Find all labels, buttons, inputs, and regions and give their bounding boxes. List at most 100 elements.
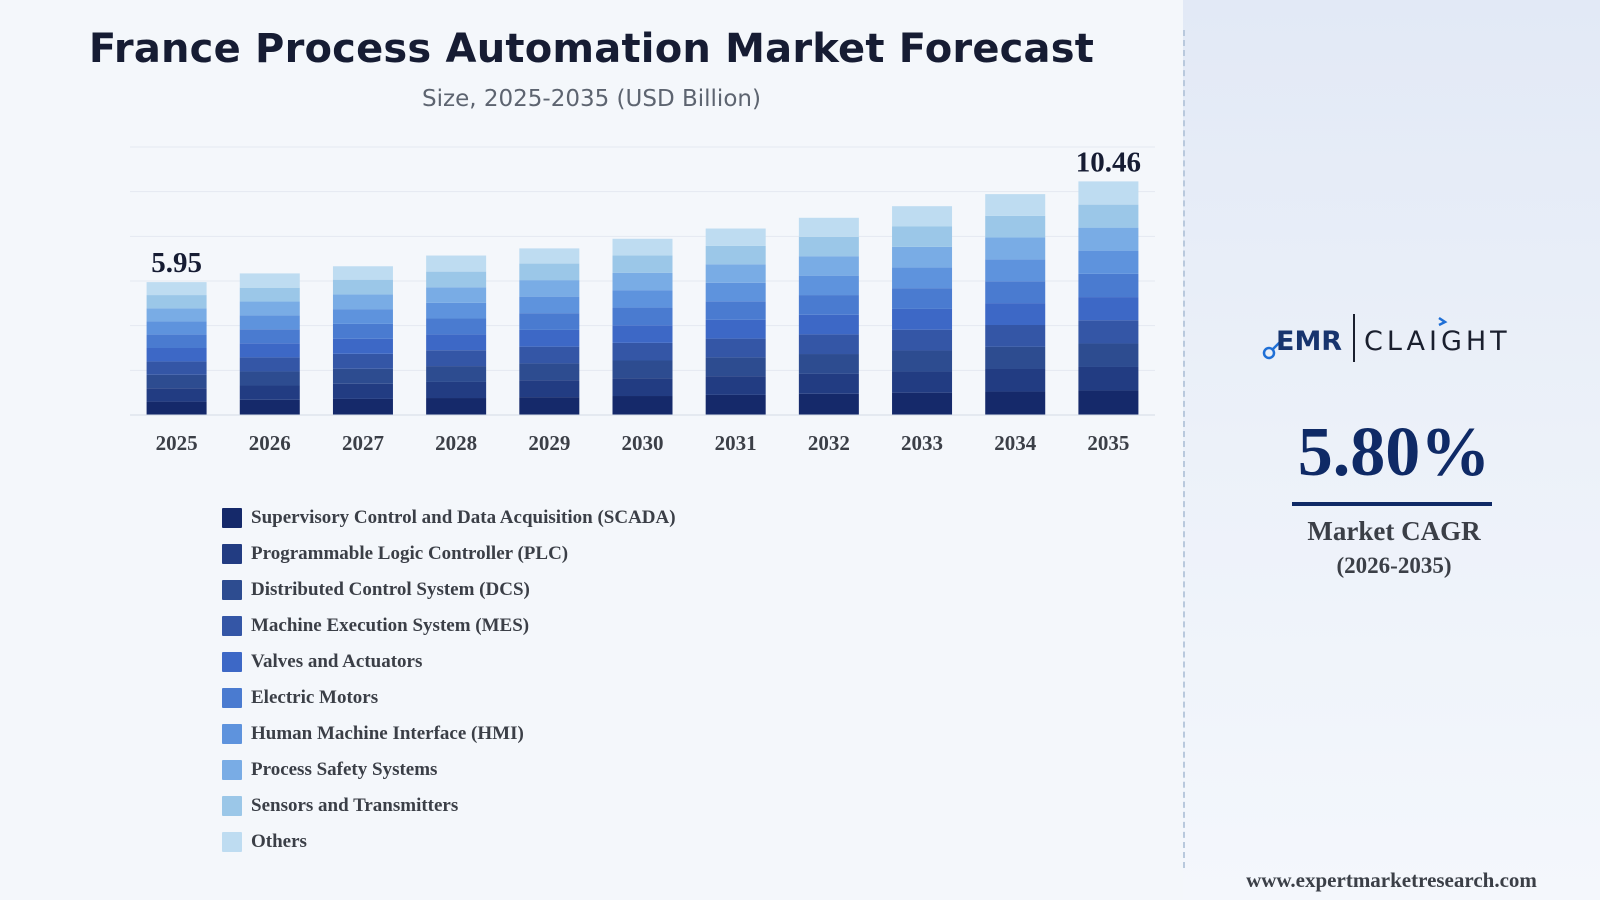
legend-swatch	[222, 832, 242, 852]
bar-segment	[798, 314, 859, 335]
bar-segment	[519, 346, 580, 364]
bar-segment	[705, 264, 766, 283]
x-tick-label: 2025	[156, 431, 198, 455]
bar-segment	[426, 381, 487, 399]
bar-segment	[239, 399, 300, 415]
bar-segment	[892, 392, 953, 415]
bar-segment	[798, 256, 859, 276]
bar-segment	[332, 309, 393, 324]
bar-segment	[1078, 227, 1139, 251]
bar-segment	[1078, 273, 1139, 298]
bar-stack-2032	[798, 217, 859, 415]
total-data-label: 10.46	[1076, 146, 1141, 178]
legend-item: Electric Motors	[222, 680, 676, 716]
chart-legend: Supervisory Control and Data Acquisition…	[222, 500, 676, 860]
legend-item: Supervisory Control and Data Acquisition…	[222, 500, 676, 536]
bar-segment	[239, 329, 300, 344]
bar-stack-2029	[519, 248, 580, 415]
bar-stack-2027	[332, 266, 393, 415]
legend-swatch	[222, 508, 242, 528]
bar-segment	[146, 282, 207, 296]
bar-segment	[705, 301, 766, 320]
legend-label: Process Safety Systems	[251, 759, 438, 780]
bar-segment	[332, 266, 393, 280]
bar-segment	[519, 313, 580, 330]
data-labels: 5.95 10.46	[151, 146, 1141, 279]
bar-segment	[612, 272, 673, 291]
bar-segment	[985, 237, 1046, 260]
legend-item: Process Safety Systems	[222, 752, 676, 788]
legend-label: Programmable Logic Controller (PLC)	[251, 543, 569, 564]
bar-segment	[798, 236, 859, 257]
bar-stack-2035	[1078, 181, 1139, 415]
legend-item: Valves and Actuators	[222, 644, 676, 680]
legend-item: Sensors and Transmitters	[222, 788, 676, 824]
x-tick-label: 2033	[901, 431, 943, 455]
bar-segment	[892, 329, 953, 351]
bar-segment	[892, 206, 953, 227]
total-data-label: 5.95	[151, 247, 202, 279]
legend-swatch	[222, 544, 242, 564]
bar-segment	[705, 338, 766, 358]
legend-label: Human Machine Interface (HMI)	[251, 723, 524, 744]
legend-label: Others	[251, 831, 307, 852]
logo-arrow-icon	[1438, 316, 1448, 327]
legend-swatch	[222, 796, 242, 816]
bar-segment	[519, 280, 580, 297]
website-link[interactable]: www.expertmarketresearch.com	[1246, 868, 1537, 892]
emr-claight-logo: EMR CLAIGHT	[1262, 314, 1511, 362]
chart-title: France Process Automation Market Forecas…	[88, 26, 1095, 72]
bar-segment	[332, 353, 393, 369]
cagr-panel	[1183, 0, 1600, 900]
bar-segment	[1078, 320, 1139, 344]
bar-segment	[798, 334, 859, 355]
bar-segment	[892, 226, 953, 247]
bar-segment	[1078, 390, 1139, 415]
legend-swatch	[222, 580, 242, 600]
legend-item: Distributed Control System (DCS)	[222, 572, 676, 608]
bar-segment	[985, 391, 1046, 415]
bar-segment	[705, 245, 766, 265]
bar-stacks	[146, 181, 1139, 415]
bar-segment	[426, 287, 487, 303]
bar-segment	[146, 348, 207, 362]
bar-segment	[146, 388, 207, 402]
x-tick-label: 2028	[435, 431, 477, 455]
x-tick-label: 2029	[528, 431, 570, 455]
bar-segment	[985, 215, 1046, 238]
bar-segment	[798, 295, 859, 315]
bar-segment	[426, 271, 487, 288]
x-tick-label: 2027	[342, 431, 384, 455]
bar-stack-2031	[705, 228, 766, 415]
bar-stack-2028	[426, 255, 487, 415]
bar-segment	[519, 248, 580, 264]
bar-segment	[612, 238, 673, 256]
bar-segment	[892, 267, 953, 289]
chart-subtitle: Size, 2025-2035 (USD Billion)	[422, 86, 761, 112]
bar-segment	[426, 302, 487, 319]
bar-segment	[705, 394, 766, 415]
legend-swatch	[222, 724, 242, 744]
x-tick-label: 2035	[1087, 431, 1129, 455]
bar-segment	[892, 308, 953, 330]
bar-segment	[146, 295, 207, 309]
bar-segment	[426, 318, 487, 335]
bar-segment	[332, 338, 393, 354]
cagr-value: 5.80%	[1297, 414, 1491, 491]
bar-segment	[146, 374, 207, 389]
bar-segment	[239, 385, 300, 400]
bar-segment	[146, 334, 207, 348]
bar-segment	[798, 393, 859, 415]
bar-stack-2026	[239, 273, 300, 415]
chart-panel	[0, 0, 1183, 900]
legend-item: Programmable Logic Controller (PLC)	[222, 536, 676, 572]
logo-text-claight: CLAIGHT	[1364, 326, 1511, 357]
bar-segment	[426, 350, 487, 367]
bar-segment	[519, 363, 580, 381]
x-tick-label: 2031	[715, 431, 757, 455]
x-tick-label: 2030	[622, 431, 664, 455]
bar-segment	[332, 323, 393, 339]
legend-swatch	[222, 760, 242, 780]
legend-item: Human Machine Interface (HMI)	[222, 716, 676, 752]
